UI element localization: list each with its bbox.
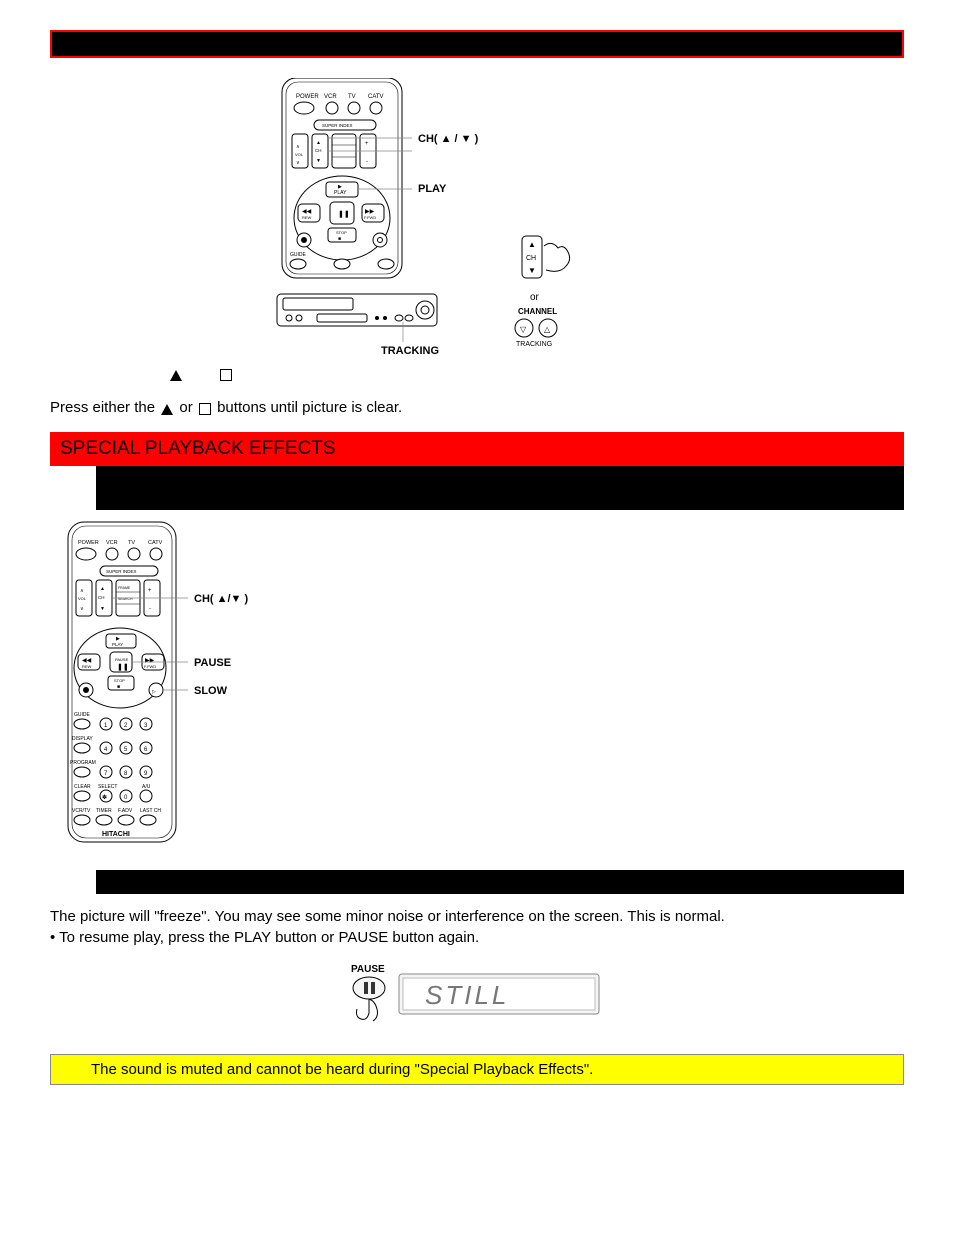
svg-text:PLAY: PLAY xyxy=(334,190,347,196)
svg-text:SEARCH: SEARCH xyxy=(118,597,133,601)
svg-text:❚❚: ❚❚ xyxy=(117,663,129,671)
svg-text:F.ADV: F.ADV xyxy=(118,808,133,814)
square-icon xyxy=(199,403,211,415)
svg-text:-: - xyxy=(149,606,151,612)
svg-text:VCR: VCR xyxy=(324,94,337,100)
svg-text:▼: ▼ xyxy=(528,266,536,275)
callout-slow: SLOW xyxy=(194,685,228,697)
black-subheading-2 xyxy=(96,870,904,894)
still-line2: • To resume play, press the PLAY button … xyxy=(50,929,479,946)
top-black-bar xyxy=(50,30,904,58)
square-icon xyxy=(220,369,232,381)
svg-text:VCR/TV: VCR/TV xyxy=(72,808,91,814)
svg-text:+: + xyxy=(148,588,152,594)
panel-or: or xyxy=(530,292,540,303)
svg-text:CLEAR: CLEAR xyxy=(74,784,91,790)
svg-text:TIMER: TIMER xyxy=(96,808,112,814)
svg-text:VOL: VOL xyxy=(295,152,304,157)
pause-label: PAUSE xyxy=(351,964,385,975)
figure-pause-still: PAUSE STILL xyxy=(50,960,904,1044)
svg-text:▼: ▼ xyxy=(100,606,105,612)
yellow-note: The sound is muted and cannot be heard d… xyxy=(50,1054,904,1085)
svg-text:∧: ∧ xyxy=(80,588,84,594)
svg-text:GUIDE: GUIDE xyxy=(290,252,307,258)
svg-text:REW: REW xyxy=(302,215,312,220)
svg-text:LAST CH: LAST CH xyxy=(140,808,161,814)
figure-tracking: POWER VCR TV CATV SUPER INDEX ∧ VOL ∨ ▲ … xyxy=(50,78,904,372)
svg-text:CH: CH xyxy=(315,148,322,153)
svg-text:VOL: VOL xyxy=(78,596,87,601)
svg-text:▷: ▷ xyxy=(152,689,156,695)
remote-brand: HITACHI xyxy=(102,831,130,838)
svg-text:CATV: CATV xyxy=(368,94,384,100)
svg-text:∧: ∧ xyxy=(296,144,300,150)
special-playback-heading: SPECIAL PLAYBACK EFFECTS xyxy=(50,432,904,466)
panel-channel: CHANNEL xyxy=(518,307,557,316)
svg-text:PROGRAM: PROGRAM xyxy=(70,760,96,766)
svg-text:DISPLAY: DISPLAY xyxy=(72,736,93,742)
svg-text:SELECT: SELECT xyxy=(98,784,117,790)
display-still: STILL xyxy=(425,980,509,1010)
svg-text:∨: ∨ xyxy=(296,160,300,166)
svg-text:■: ■ xyxy=(117,684,120,690)
svg-text:▽: ▽ xyxy=(520,325,527,334)
svg-text:▲: ▲ xyxy=(100,586,105,592)
panel-channel-tracking: TRACKING xyxy=(516,341,552,348)
svg-text:■: ■ xyxy=(338,236,341,242)
svg-text:A/U: A/U xyxy=(142,784,151,790)
panel-ch: CH xyxy=(526,255,536,262)
svg-text:TV: TV xyxy=(348,94,356,100)
callout-ch: CH( ▲ / ▼ ) xyxy=(418,133,479,145)
svg-text:STOP: STOP xyxy=(114,678,125,683)
svg-text:SUPER INDEX: SUPER INDEX xyxy=(322,123,353,128)
svg-text:TV: TV xyxy=(128,540,135,546)
svg-text:FRAME: FRAME xyxy=(118,586,131,590)
press-mid: or xyxy=(179,399,192,416)
svg-text:CH: CH xyxy=(98,595,105,600)
remote-label: POWER xyxy=(296,94,319,100)
svg-text:REW: REW xyxy=(82,664,92,669)
triangle-up-icon xyxy=(161,404,173,415)
svg-text:✽: ✽ xyxy=(102,794,107,801)
svg-text:PLAY: PLAY xyxy=(112,642,123,647)
svg-text:STOP: STOP xyxy=(336,230,347,235)
still-line1: The picture will "freeze". You may see s… xyxy=(50,908,725,925)
svg-text:GUIDE: GUIDE xyxy=(74,712,91,718)
callout-play: PLAY xyxy=(418,183,447,195)
svg-text:❚❚: ❚❚ xyxy=(338,210,350,218)
svg-text:SUPER INDEX: SUPER INDEX xyxy=(106,569,137,574)
press-prefix: Press either the xyxy=(50,399,155,416)
svg-text:PAUSE: PAUSE xyxy=(115,657,129,662)
svg-text:F.FWD: F.FWD xyxy=(364,215,376,220)
svg-text:∨: ∨ xyxy=(80,606,84,612)
svg-text:▲: ▲ xyxy=(528,240,536,249)
svg-text:▲: ▲ xyxy=(316,140,321,146)
svg-text:POWER: POWER xyxy=(78,540,99,546)
triangle-up-icon xyxy=(170,370,182,381)
svg-text:-: - xyxy=(366,159,368,165)
figure-special-playback: POWER VCR TV CATV SUPER INDEX ∧ VOL ∨ ▲ CH ▼… xyxy=(60,520,904,864)
callout-tracking: TRACKING xyxy=(381,345,439,357)
still-text: The picture will "freeze". You may see s… xyxy=(50,906,904,948)
svg-text:F.FWD: F.FWD xyxy=(144,664,156,669)
press-instruction: Press either the or buttons until pictur… xyxy=(50,397,904,418)
callout-ch2: CH( ▲/▼ ) xyxy=(194,593,248,605)
callout-pause: PAUSE xyxy=(194,657,231,669)
svg-text:+: + xyxy=(365,141,369,147)
svg-text:VCR: VCR xyxy=(106,540,118,546)
press-suffix: buttons until picture is clear. xyxy=(217,399,402,416)
svg-text:▼: ▼ xyxy=(316,158,321,164)
svg-text:△: △ xyxy=(544,325,551,334)
svg-text:CATV: CATV xyxy=(148,540,163,546)
black-subheading-1 xyxy=(96,466,904,510)
